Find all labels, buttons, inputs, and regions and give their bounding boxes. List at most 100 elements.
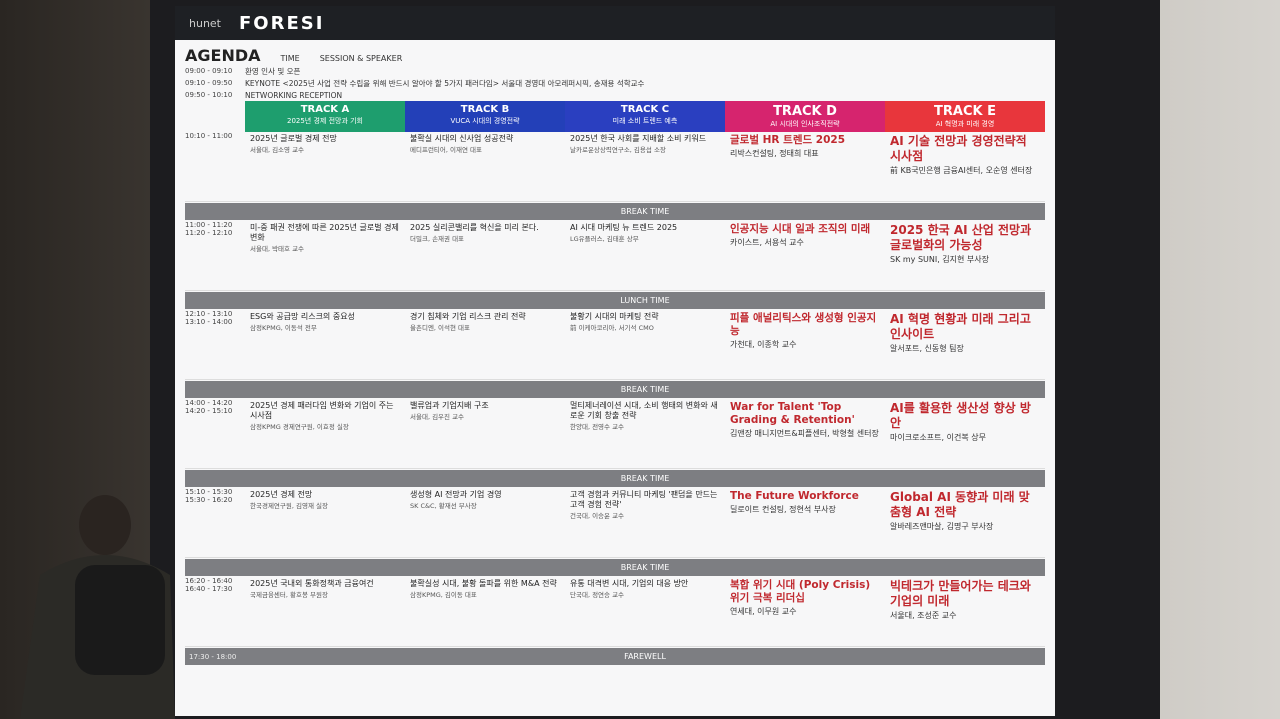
session: 빅테크가 만들어가는 테크와 기업의 미래 서울대, 조성준 교수 xyxy=(885,577,1045,646)
spacer xyxy=(185,101,245,132)
opening-row: 09:10 - 09:50 KEYNOTE <2025년 사업 전략 수립을 위해… xyxy=(185,77,1045,89)
speaker: 서울대, 김소영 교수 xyxy=(250,146,305,154)
break-bar: BREAK TIME xyxy=(185,559,1045,576)
session-title: 2025년 국내외 통화정책과 금융여건 xyxy=(250,579,374,588)
session-title: 2025 한국 AI 산업 전망과 글로벌화의 가능성 xyxy=(890,223,1032,252)
visitor-silhouette xyxy=(20,495,175,719)
track-name: TRACK C xyxy=(620,104,670,115)
track-name: TRACK D xyxy=(773,104,837,119)
session-row: 12:10 - 13:10 13:10 - 14:00 ESG와 공급망 리스크의 … xyxy=(185,310,1045,380)
opening-text: KEYNOTE <2025년 사업 전략 수립을 위해 반드시 알아야 할 5가… xyxy=(245,78,645,88)
speaker: 날카로운상상력연구소, 김용섭 소장 xyxy=(570,146,666,154)
time-column: 11:00 - 11:20 11:20 - 12:10 xyxy=(185,221,245,290)
time: 17:30 - 18:00 xyxy=(189,652,237,661)
track-header: TRACK A 2025년 경제 전망과 기회 xyxy=(245,101,405,132)
session-row: 10:10 - 11:00 2025년 글로벌 경제 전망 서울대, 김소영 교수 불… xyxy=(185,132,1045,202)
session-title: 인공지능 시대 일과 조직의 미래 xyxy=(730,223,871,235)
speaker: 한국경제연구원, 김영재 실장 xyxy=(250,502,328,510)
session-title: AI를 활용한 생산성 향상 방안 xyxy=(890,401,1031,430)
speaker: 삼정KPMG 경제연구원, 이효정 실장 xyxy=(250,423,349,431)
brand: hunet xyxy=(189,16,221,30)
time: 15:30 - 16:20 xyxy=(185,496,233,504)
time-column: 16:20 - 16:40 16:40 - 17:30 xyxy=(185,577,245,646)
break-label: BREAK TIME xyxy=(620,385,670,394)
session: AI 혁명 현황과 미래 그리고 인사이트 알서포트, 신동형 팀장 xyxy=(885,310,1045,379)
break-bar: 17:30 - 18:00 FAREWELL xyxy=(185,648,1045,665)
session: 2025 한국 AI 산업 전망과 글로벌화의 가능성 SK my SUNI, 김… xyxy=(885,221,1045,290)
speaker: 前 KB국민은행 금융AI센터, 오순영 센터장 xyxy=(890,166,1033,175)
session-label: SESSION & SPEAKER xyxy=(319,54,403,63)
speaker: 한양대, 전영수 교수 xyxy=(570,423,625,431)
time-column: 12:10 - 13:10 13:10 - 14:00 xyxy=(185,310,245,379)
session: 2025년 국내외 통화정책과 금융여건 국제금융센터, 황호봉 부원장 xyxy=(245,577,405,646)
speaker: 서울대, 조성준 교수 xyxy=(890,611,957,620)
session: 불확실성 시대, 불황 돌파를 위한 M&A 전략 삼정KPMG, 김이동 대표 xyxy=(405,577,565,646)
time: 15:10 - 15:30 xyxy=(185,488,233,496)
track-subtitle: AI 혁명과 미래 경영 xyxy=(935,120,995,129)
opening-row: 09:50 - 10:10 NETWORKING RECEPTION xyxy=(185,89,1045,101)
agenda-title: AGENDA xyxy=(185,46,261,65)
speaker: 연세대, 이무원 교수 xyxy=(730,607,797,617)
session: 고객 경험과 커뮤니티 마케팅 '팬덤을 만드는 고객 경험 전략' 건국대, 이… xyxy=(565,488,725,557)
session-title: 2025년 경제 패러다임 변화와 기업이 주는 시사점 xyxy=(250,401,394,420)
speaker: 삼정KPMG, 김이동 대표 xyxy=(410,591,477,599)
speaker: 알서포트, 신동형 팀장 xyxy=(890,344,964,353)
session-title: 불확실 시대의 신사업 성공전략 xyxy=(410,134,514,143)
time: 12:10 - 13:10 xyxy=(185,310,233,318)
break-label: BREAK TIME xyxy=(620,207,670,216)
agenda-banner: hunet FORESI AGENDA TIME SESSION & SPEAK… xyxy=(175,6,1055,716)
session: AI를 활용한 생산성 향상 방안 마이크로소프트, 이건복 상무 xyxy=(885,399,1045,468)
session-title: 2025년 글로벌 경제 전망 xyxy=(250,134,337,143)
time: 14:20 - 15:10 xyxy=(185,407,233,415)
track-header: TRACK E AI 혁명과 미래 경영 xyxy=(885,101,1045,132)
session-row: 11:00 - 11:20 11:20 - 12:10 미-중 패권 전쟁에 따른 … xyxy=(185,221,1045,291)
time-label: TIME xyxy=(280,54,300,63)
speaker: 알바레즈앤마살, 김명구 부사장 xyxy=(890,522,994,531)
session-title: 2025년 경제 전망 xyxy=(250,490,313,499)
session: 인공지능 시대 일과 조직의 미래 카이스트, 서용석 교수 xyxy=(725,221,885,290)
session: 밸류업과 기업지배 구조 서울대, 김우진 교수 xyxy=(405,399,565,468)
track-name: TRACK E xyxy=(934,104,996,119)
session: AI 시대 마케팅 뉴 트렌드 2025 LG유플러스, 김태훈 상무 xyxy=(565,221,725,290)
session: 유통 대격변 시대, 기업의 대응 방안 단국대, 정연승 교수 xyxy=(565,577,725,646)
speaker: 단국대, 정연승 교수 xyxy=(570,591,625,599)
track-header: TRACK D AI 시대의 인사조직전략 xyxy=(725,101,885,132)
session-title: 피플 애널리틱스와 생성형 인공지능 xyxy=(730,312,877,338)
session-title: 밸류업과 기업지배 구조 xyxy=(410,401,489,410)
session-title: The Future Workforce xyxy=(730,490,859,502)
session: The Future Workforce 딜로이트 컨설팅, 정현석 부사장 xyxy=(725,488,885,557)
session: 복합 위기 시대 (Poly Crisis) 위기 극복 리더십 연세대, 이무원… xyxy=(725,577,885,646)
agenda-header: AGENDA TIME SESSION & SPEAKER xyxy=(185,46,1045,65)
track-subtitle: 미래 소비 트렌드 예측 xyxy=(612,116,678,125)
time: 09:50 - 10:10 xyxy=(185,91,233,99)
break-label: LUNCH TIME xyxy=(620,296,670,305)
session: 불확실 시대의 신사업 성공전략 메디프런티어, 이재연 대표 xyxy=(405,132,565,201)
speaker: 딜로이트 컨설팅, 정현석 부사장 xyxy=(730,505,836,515)
speaker: 가천대, 이종학 교수 xyxy=(730,340,797,350)
session: 2025년 한국 사회를 지배할 소비 키워드 날카로운상상력연구소, 김용섭 소… xyxy=(565,132,725,201)
session: 글로벌 HR 트렌드 2025 리박스컨설팅, 정태희 대표 xyxy=(725,132,885,201)
time: 11:20 - 12:10 xyxy=(185,229,233,237)
session-title: 멀티제너레이션 시대, 소비 행태의 변화와 새로운 기회 창출 전략 xyxy=(570,401,718,420)
time: 09:10 - 09:50 xyxy=(185,79,233,87)
speaker: 리박스컨설팅, 정태희 대표 xyxy=(730,149,819,159)
session-title: ESG와 공급망 리스크의 중요성 xyxy=(250,312,355,321)
break-bar: BREAK TIME xyxy=(185,203,1045,220)
time: 16:20 - 16:40 xyxy=(185,577,233,585)
speaker: 前 이케아코리아, 서기석 CMO xyxy=(570,324,654,332)
speaker: 율촌디엔, 이석현 대표 xyxy=(410,324,471,332)
session: Global AI 동향과 미래 맞춤형 AI 전략 알바레즈앤마살, 김명구 부… xyxy=(885,488,1045,557)
speaker: 김앤장 매니지먼트&피플센터, 박형철 센터장 xyxy=(730,429,879,439)
track-header: TRACK C 미래 소비 트렌드 예측 xyxy=(565,101,725,132)
speaker: LG유플러스, 김태훈 상무 xyxy=(570,235,639,243)
break-bar: BREAK TIME xyxy=(185,470,1045,487)
session-title: War for Talent 'Top Grading & Retention' xyxy=(730,401,855,427)
event-title: FORESI xyxy=(239,12,325,34)
session: 2025 실리콘밸리를 혁신을 미리 본다. 더밀크, 손재권 대표 xyxy=(405,221,565,290)
speaker: SK my SUNI, 김지현 부사장 xyxy=(890,255,990,264)
